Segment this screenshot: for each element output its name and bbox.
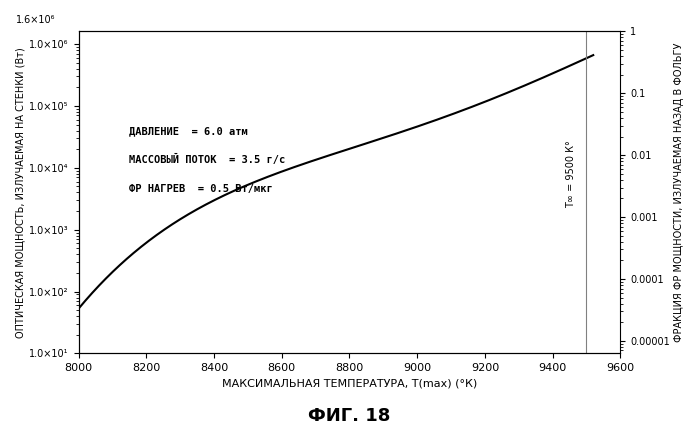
Text: 1.6×10⁶: 1.6×10⁶	[16, 15, 55, 25]
X-axis label: МАКСИМАЛЬНАЯ ТЕМПЕРАТУРА, T(max) (°К): МАКСИМАЛЬНАЯ ТЕМПЕРАТУРА, T(max) (°К)	[222, 379, 477, 389]
Text: ФР НАГРЕВ  = 0.5 Вт/мкг: ФР НАГРЕВ = 0.5 Вт/мкг	[129, 184, 273, 194]
Text: ДАВЛЕНИЕ  = 6.0 атм: ДАВЛЕНИЕ = 6.0 атм	[129, 126, 248, 136]
Text: МАССОВЫЙ ПОТОК  = 3.5 г/с: МАССОВЫЙ ПОТОК = 3.5 г/с	[129, 154, 286, 165]
Y-axis label: ОПТИЧЕСКАЯ МОЩНОСТЬ, ИЗЛУЧАЕМАЯ НА СТЕНКИ (Вт): ОПТИЧЕСКАЯ МОЩНОСТЬ, ИЗЛУЧАЕМАЯ НА СТЕНК…	[15, 47, 25, 338]
Text: ФИГ. 18: ФИГ. 18	[308, 407, 391, 425]
Y-axis label: ФРАКЦИЯ ФР МОЩНОСТИ, ИЗЛУЧАЕМАЯ НАЗАД В ФОЛЬГУ: ФРАКЦИЯ ФР МОЩНОСТИ, ИЗЛУЧАЕМАЯ НАЗАД В …	[674, 42, 684, 342]
Text: T∞ = 9500 К°: T∞ = 9500 К°	[566, 140, 576, 208]
